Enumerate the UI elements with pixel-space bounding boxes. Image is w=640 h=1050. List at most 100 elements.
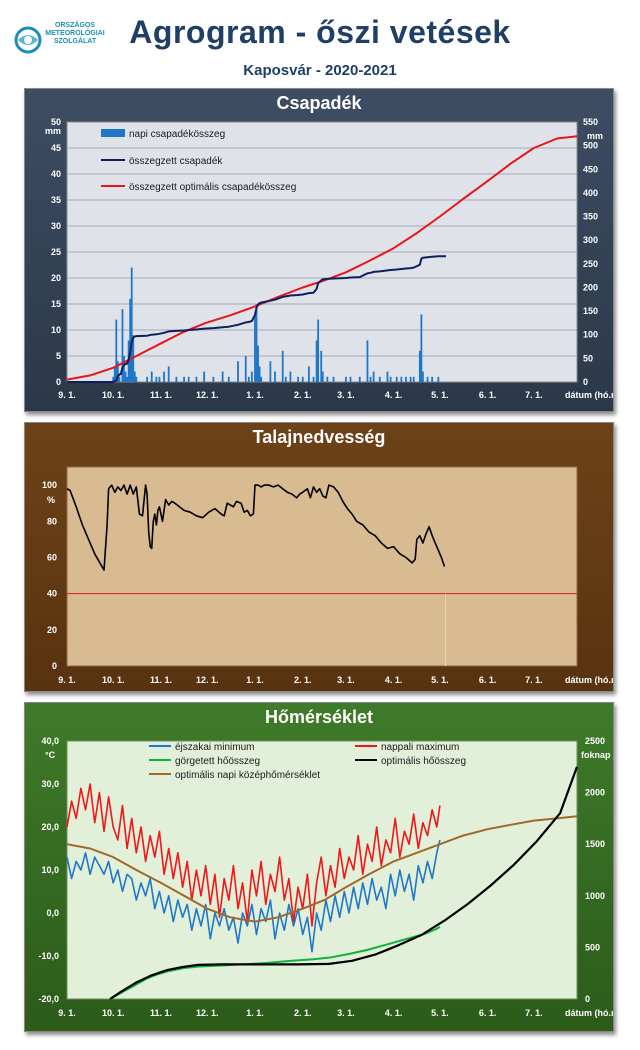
precip-daily-bar xyxy=(426,376,429,382)
soil-x-tick: 10. 1. xyxy=(102,675,125,685)
soil-x-tick: 3. 1. xyxy=(337,675,355,685)
precip-daily-bar xyxy=(422,371,424,382)
precip-daily-bar xyxy=(121,309,124,382)
temp-legend-gdd: görgetett hőösszeg xyxy=(175,756,260,767)
temp-y-unit-left: °C xyxy=(45,750,56,760)
precip-daily-bar xyxy=(158,376,161,382)
precip-daily-bar xyxy=(386,371,389,382)
precip-daily-bar xyxy=(255,304,258,382)
precip-daily-bar xyxy=(175,376,178,382)
precip-y-unit-left: mm xyxy=(45,126,61,136)
precip-y-tick-right: 300 xyxy=(583,235,598,245)
temp-legend-optimal-gdd: optimális hőösszeg xyxy=(381,756,466,767)
precip-daily-bar xyxy=(150,371,153,382)
temp-y-tick-left: 40,0 xyxy=(41,736,59,746)
precip-y-tick-right: 550 xyxy=(583,117,598,127)
temp-y-tick-right: 1000 xyxy=(585,891,605,901)
precip-y-tick-left: 35 xyxy=(51,195,61,205)
precip-y-tick-right: 100 xyxy=(583,330,598,340)
temp-x-tick: 10. 1. xyxy=(102,1008,125,1018)
soil-y-tick: 80 xyxy=(47,516,57,526)
temp-max-line xyxy=(66,783,441,927)
temp-x-tick: 12. 1. xyxy=(196,1008,219,1018)
precip-legend-cumulative: összegzett csapadék xyxy=(129,156,223,167)
precip-y-tick-left: 40 xyxy=(51,169,61,179)
precip-legend-swatch-daily xyxy=(101,129,125,137)
precip-x-axis-label: dátum (hó.nap) xyxy=(565,390,613,400)
temp-x-tick: 11. 1. xyxy=(150,1008,172,1018)
precipitation-title: Csapadék xyxy=(276,93,362,113)
precip-daily-bar xyxy=(115,319,118,382)
precip-y-tick-left: 0 xyxy=(56,377,61,387)
soil-x-tick: 9. 1. xyxy=(58,675,76,685)
soil-y-tick: 0 xyxy=(52,661,57,671)
temp-x-tick: 5. 1. xyxy=(431,1008,449,1018)
soil-y-unit: % xyxy=(47,495,55,505)
temp-x-tick: 9. 1. xyxy=(58,1008,76,1018)
precip-y-tick-right: 200 xyxy=(583,282,598,292)
soil-x-tick: 1. 1. xyxy=(246,675,264,685)
precip-y-tick-right: 150 xyxy=(583,306,598,316)
soil-y-tick: 100 xyxy=(42,480,57,490)
temp-x-tick: 1. 1. xyxy=(246,1008,264,1018)
soil-x-tick: 4. 1. xyxy=(385,675,403,685)
temp-y-tick-right: 2000 xyxy=(585,788,605,798)
precip-daily-bar xyxy=(312,376,315,382)
soil-x-tick: 7. 1. xyxy=(525,675,543,685)
precip-y-tick-right: 250 xyxy=(583,259,598,269)
temp-y-tick-right: 1500 xyxy=(585,839,605,849)
precip-daily-bar xyxy=(349,376,352,382)
precip-daily-bar xyxy=(250,371,253,382)
precip-x-tick: 4. 1. xyxy=(385,390,403,400)
precip-daily-bar xyxy=(258,366,261,382)
precip-daily-bar xyxy=(126,376,128,382)
precip-y-tick-left: 20 xyxy=(51,273,61,283)
precip-daily-bar xyxy=(301,376,304,382)
soil-moisture-title: Talajnedvesség xyxy=(252,427,386,447)
temp-y-tick-left: -10,0 xyxy=(38,951,59,961)
temperature-chart: -20,0 -10,0 0,0 10,0 20,0 30,0 40,0 0 500 1000 150… xyxy=(38,736,613,1018)
precip-daily-bar xyxy=(195,376,198,382)
precip-daily-bar xyxy=(118,376,121,382)
precip-daily-bar xyxy=(227,376,230,382)
temperature-title: Hőmérséklet xyxy=(264,707,374,727)
temp-x-tick: 4. 1. xyxy=(385,1008,403,1018)
precip-y-tick-right: 400 xyxy=(583,188,598,198)
precip-legend-daily: napi csapadékösszeg xyxy=(129,129,225,140)
temp-y-tick-left: 30,0 xyxy=(41,779,59,789)
temp-y-tick-right: 2500 xyxy=(585,736,605,746)
precip-daily-bar xyxy=(247,376,250,382)
precip-x-tick: 11. 1. xyxy=(150,390,172,400)
precip-daily-bar xyxy=(389,376,392,382)
soil-plot-area xyxy=(66,466,578,667)
soil-x-tick: 2. 1. xyxy=(294,675,312,685)
precip-daily-bar xyxy=(315,340,318,382)
precip-y-tick-left: 50 xyxy=(51,117,61,127)
precip-daily-bar xyxy=(124,371,127,382)
precip-daily-bar xyxy=(358,376,361,382)
precip-y-tick-left: 30 xyxy=(51,221,61,231)
precip-x-tick: 10. 1. xyxy=(102,390,125,400)
precip-daily-bar xyxy=(183,376,185,382)
temp-y-tick-right: 500 xyxy=(585,942,600,952)
precip-daily-bar xyxy=(260,376,263,382)
precip-daily-bar xyxy=(163,371,165,382)
precip-daily-bar xyxy=(437,376,440,382)
temp-y-tick-left: 10,0 xyxy=(41,865,59,875)
precip-daily-bar xyxy=(405,376,407,382)
soil-moisture-line xyxy=(66,484,446,571)
precip-daily-bar xyxy=(116,361,119,382)
precip-daily-bar xyxy=(372,371,375,382)
precip-y-tick-left: 10 xyxy=(51,325,61,335)
precipitation-chart: 0510152025303540455005010015020025030035… xyxy=(45,117,613,400)
precip-y-tick-right: 500 xyxy=(583,141,598,151)
precip-daily-bar xyxy=(146,376,149,382)
logo-line-1: ORSZÁGOS xyxy=(54,22,96,29)
precip-daily-bar xyxy=(418,350,421,382)
temp-y-tick-right: 0 xyxy=(585,994,590,1004)
precip-daily-bar xyxy=(366,340,369,382)
precip-daily-bar xyxy=(237,361,239,382)
precip-x-tick: 5. 1. xyxy=(431,390,449,400)
precip-daily-bar xyxy=(308,366,310,382)
precip-daily-bar xyxy=(400,376,403,382)
